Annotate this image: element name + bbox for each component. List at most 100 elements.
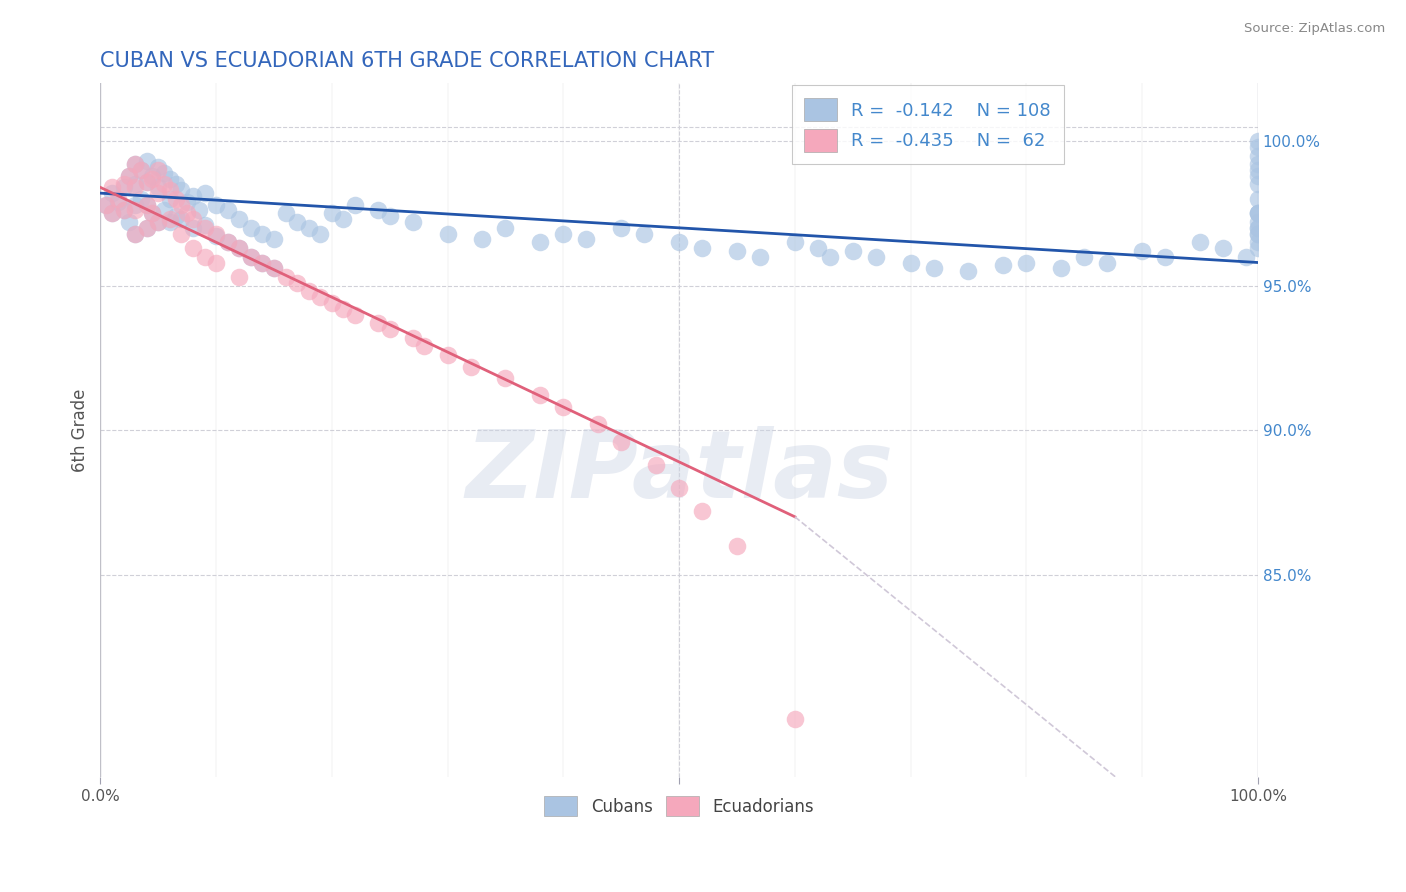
Legend: Cubans, Ecuadorians: Cubans, Ecuadorians (536, 789, 823, 824)
Point (1247, 134, 1270, 148)
Point (148, 180, 170, 194)
Point (124, 203, 146, 218)
Point (1247, 235, 1270, 250)
Point (252, 227, 274, 241)
Point (298, 285, 321, 299)
Point (402, 331, 425, 345)
Point (957, 264, 980, 278)
Point (239, 250, 262, 264)
Point (749, 250, 772, 264)
Point (112, 203, 135, 218)
Point (575, 232, 598, 246)
Point (1247, 206, 1270, 220)
Point (94, 197, 117, 211)
Point (112, 203, 135, 218)
Point (228, 241, 250, 255)
Point (165, 192, 187, 206)
Point (690, 241, 713, 255)
Point (124, 157, 146, 171)
Point (1050, 261, 1073, 276)
Point (725, 539, 748, 553)
Point (1154, 250, 1177, 264)
Point (783, 712, 806, 726)
Point (205, 229, 228, 244)
Point (170, 227, 193, 241)
Point (124, 227, 146, 241)
Point (367, 316, 389, 330)
Point (309, 290, 332, 304)
Point (332, 212, 354, 227)
Point (298, 220, 321, 235)
Point (101, 206, 124, 220)
Point (165, 209, 187, 223)
Point (193, 186, 215, 201)
Point (321, 206, 343, 220)
Point (263, 232, 285, 246)
Point (129, 163, 152, 178)
Point (129, 192, 152, 206)
Point (239, 250, 262, 264)
Point (118, 169, 141, 183)
Point (129, 163, 152, 178)
Point (159, 215, 181, 229)
Point (170, 197, 193, 211)
Point (993, 259, 1015, 273)
Point (1247, 140, 1270, 154)
Point (107, 192, 129, 206)
Point (124, 180, 146, 194)
Point (107, 194, 129, 209)
Point (135, 175, 157, 189)
Point (1247, 227, 1270, 241)
Point (668, 235, 690, 250)
Point (217, 235, 239, 250)
Point (1188, 235, 1211, 250)
Point (187, 203, 209, 218)
Point (148, 215, 170, 229)
Point (900, 255, 922, 269)
Point (112, 178, 135, 192)
Point (529, 235, 551, 250)
Point (402, 215, 425, 229)
Point (274, 269, 297, 284)
Point (193, 220, 215, 235)
Point (124, 178, 146, 192)
Point (1247, 220, 1270, 235)
Point (610, 220, 633, 235)
Point (159, 183, 181, 197)
Text: Source: ZipAtlas.com: Source: ZipAtlas.com (1244, 22, 1385, 36)
Point (112, 180, 135, 194)
Point (1097, 255, 1119, 269)
Point (668, 481, 690, 495)
Point (153, 166, 176, 180)
Point (1247, 227, 1270, 241)
Point (252, 255, 274, 269)
Point (101, 180, 124, 194)
Point (818, 250, 841, 264)
Point (321, 296, 343, 310)
Point (807, 241, 830, 255)
Point (228, 269, 250, 284)
Point (252, 255, 274, 269)
Point (922, 261, 945, 276)
Point (181, 189, 204, 203)
Point (124, 157, 146, 171)
Point (633, 227, 655, 241)
Point (141, 206, 163, 220)
Point (135, 197, 157, 211)
Point (332, 301, 354, 316)
Point (1247, 206, 1270, 220)
Point (378, 209, 401, 223)
Y-axis label: 6th Grade: 6th Grade (72, 388, 89, 472)
Point (217, 235, 239, 250)
Point (141, 169, 163, 183)
Point (285, 276, 308, 290)
Point (148, 163, 170, 178)
Point (436, 227, 458, 241)
Point (170, 212, 193, 227)
Point (135, 220, 157, 235)
Point (176, 194, 198, 209)
Point (471, 232, 494, 246)
Point (124, 197, 146, 211)
Point (460, 359, 482, 374)
Point (343, 308, 366, 322)
